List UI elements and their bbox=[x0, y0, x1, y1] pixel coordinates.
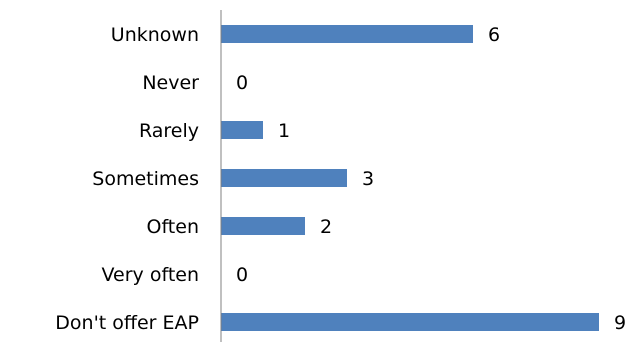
value-label-2: 1 bbox=[278, 120, 290, 142]
bar-4 bbox=[221, 217, 305, 235]
bar-6 bbox=[221, 313, 599, 331]
category-label-2: Rarely bbox=[139, 120, 199, 142]
category-label-5: Very often bbox=[102, 264, 199, 286]
category-label-0: Unknown bbox=[111, 24, 199, 46]
value-labels-group: 6 0 1 3 2 0 9 bbox=[236, 24, 626, 334]
value-label-0: 6 bbox=[488, 24, 500, 46]
bar-0 bbox=[221, 25, 473, 43]
value-label-5: 0 bbox=[236, 264, 248, 286]
value-label-4: 2 bbox=[320, 216, 332, 238]
category-label-6: Don't offer EAP bbox=[55, 312, 199, 334]
bars-group bbox=[221, 25, 599, 331]
bar-3 bbox=[221, 169, 347, 187]
category-label-4: Often bbox=[147, 216, 200, 238]
value-label-1: 0 bbox=[236, 72, 248, 94]
category-labels-group: Unknown Never Rarely Sometimes Often Very oft… bbox=[55, 24, 199, 334]
bar-2 bbox=[221, 121, 263, 139]
category-label-1: Never bbox=[142, 72, 199, 94]
value-label-3: 3 bbox=[362, 168, 374, 190]
category-label-3: Sometimes bbox=[92, 168, 199, 190]
value-label-6: 9 bbox=[614, 312, 626, 334]
